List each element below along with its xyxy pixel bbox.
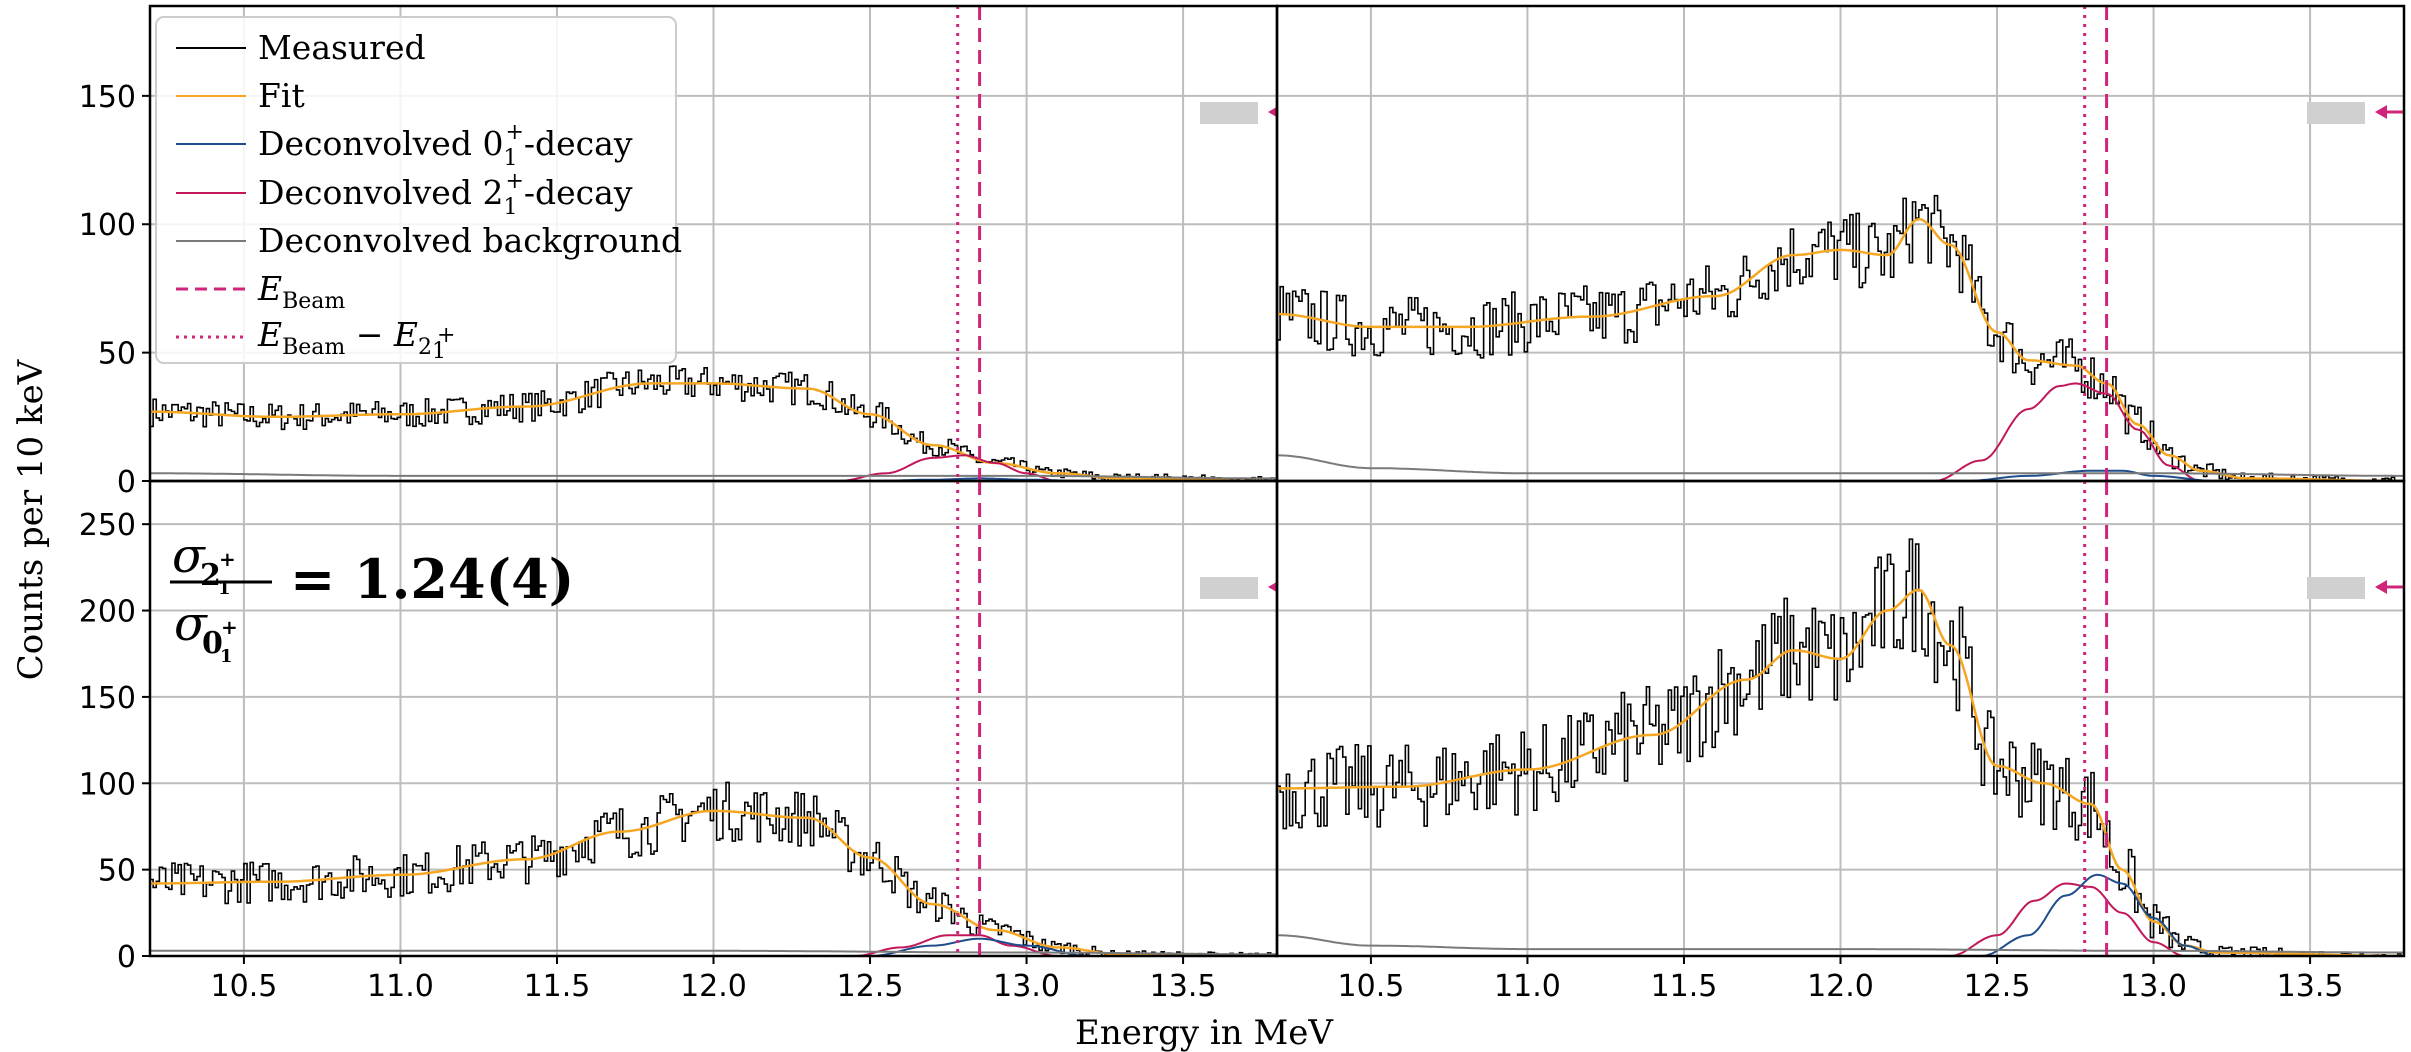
detector-right [1395,102,1453,124]
ratio-denominator-sub: 0 [202,626,223,661]
detector-sketch [1200,487,1453,683]
x-tick-label: 12.0 [680,969,747,1004]
detector-left [2307,577,2365,599]
x-tick-label: 13.5 [1150,969,1217,1004]
legend-label-ebeam: EBeam [257,269,345,314]
ratio-denominator-sigma: σ [174,596,208,652]
x-tick-label: 13.0 [993,969,1060,1004]
ratio-value: = 1.24(4) [290,547,574,611]
ratio-numerator-sup: + [219,547,236,571]
curve-deconvolved-background [150,472,1277,480]
beam-arrowheads [1268,106,1277,118]
x-tick-label: 11.0 [367,969,434,1004]
y-tick-label: 50 [98,854,136,889]
ratio-denominator-sub2: 1 [220,646,233,667]
panel-bottom-right: 10.5 11.0 11.5 12.0 12.5 13.0 13.5 [1275,479,2406,1004]
curve-fit [1277,588,2404,956]
beam-arrowheads [1268,581,1277,593]
detector-bottom [1308,623,1336,683]
plot-area [1277,6,2404,481]
panel-top-right [1275,4,2406,483]
x-tick-label: 11.5 [1651,969,1718,1004]
y-tick-label: 150 [79,80,136,115]
curve-fit [150,809,1277,956]
legend: Measured Fit Deconvolved 01+-decay Decon… [155,16,682,364]
panels: 0 50 100 150 0 50 100 150 200 250 10.5 11.0 11.5 12.0… [79,4,2406,1004]
y-tick-label: 250 [79,508,136,543]
detector-sketch [2307,577,2404,599]
detector-right [1395,577,1453,599]
measured-histogram [1277,538,2404,956]
x-tick-label: 10.5 [1338,969,1405,1004]
beam-arrowheads [2375,580,2387,594]
detector-top [1308,487,1336,547]
x-axis-label: Energy in MeV [1075,1013,1334,1052]
panel-bottom-left: 0 50 100 150 200 250 10.5 11.0 11.5 12.0 12.5 13.0 1… [79,479,1453,1004]
x-tick-label: 12.5 [837,969,904,1004]
x-tick-label: 12.5 [1964,969,2031,1004]
legend-label-fit: Fit [258,76,305,115]
detector-bottom [1308,148,1336,208]
x-tick-label: 11.0 [1494,969,1561,1004]
legend-label-decay0: Deconvolved 01+-decay [258,120,633,171]
y-tick-label: 0 [117,940,136,975]
y-tick-label: 100 [79,767,136,802]
detector-sketch [1200,12,1453,208]
detector-left [1200,577,1258,599]
ratio-numerator-sub: 2 [200,558,221,593]
ratio-annotation: σ 2 1 + σ 0 1 + = 1.24(4) [170,528,574,667]
ratio-numerator-sigma: σ [172,528,206,584]
x-tick-label: 13.5 [2277,969,2344,1004]
plot-area [1277,481,2404,956]
y-tick-label: 200 [79,595,136,630]
detector-top [1308,12,1336,72]
plot-area [150,481,1453,956]
y-axis-label: Counts per 10 keV [11,358,51,680]
y-tick-label: 150 [79,681,136,716]
x-tick-label: 10.5 [211,969,278,1004]
legend-label-background: Deconvolved background [258,221,682,260]
legend-label-measured: Measured [258,28,426,67]
plot-area [150,6,1453,481]
legend-frame [155,16,677,364]
x-tick-label: 11.5 [524,969,591,1004]
measured-histogram [1277,194,2404,481]
curve-deconvolved-background [150,949,1277,956]
curve-deconvolved-background [1277,934,2404,954]
beam-arrowheads [2375,105,2387,119]
detector-sketch [2307,102,2404,124]
y-tick-label: 50 [98,337,136,372]
x-tick-label: 12.0 [1807,969,1874,1004]
y-tick-label: 0 [117,465,136,500]
y-tick-label: 100 [79,208,136,243]
legend-label-decay2: Deconvolved 21+-decay [258,169,633,220]
x-tick-label: 13.0 [2120,969,2187,1004]
detector-left [1200,102,1258,124]
legend-label-ebeam-minus: EBeam − E21+ [257,315,455,364]
curve-deconvolved-background [1277,454,2404,477]
ratio-denominator-sup: + [221,615,238,639]
detector-left [2307,102,2365,124]
